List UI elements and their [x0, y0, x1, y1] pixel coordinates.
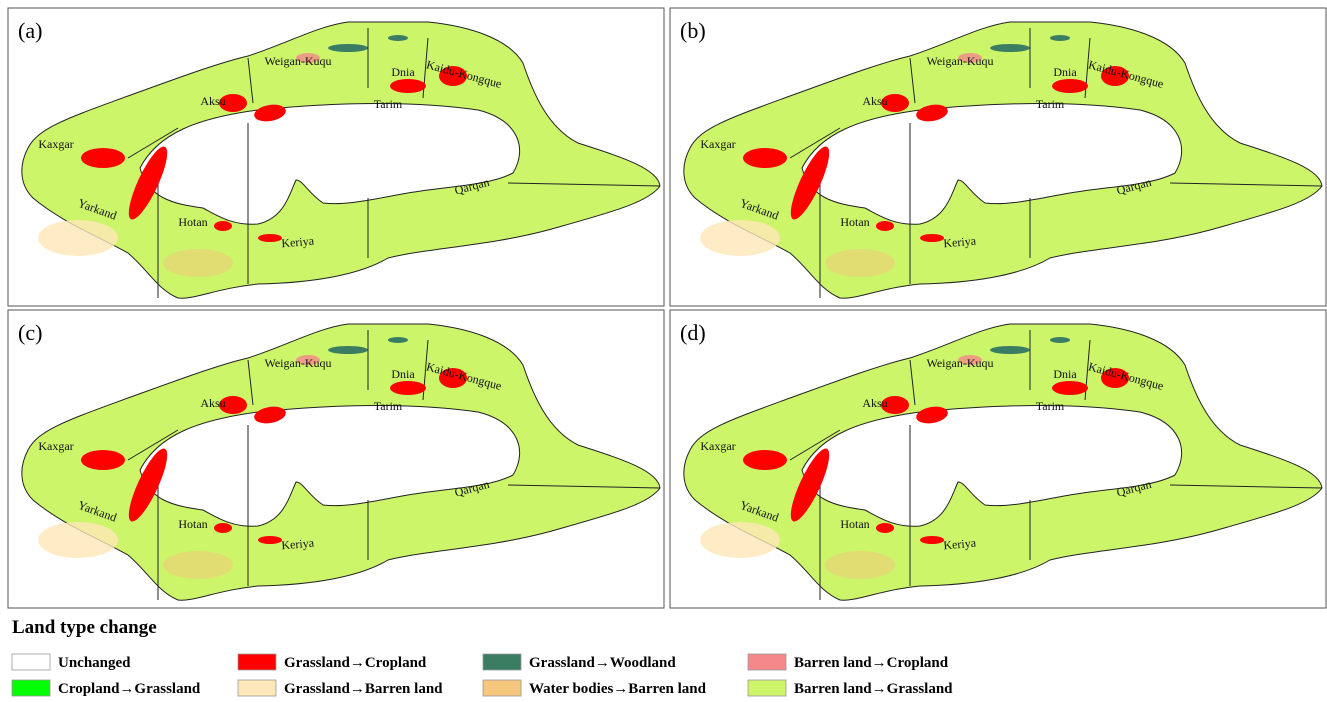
figure: Land type change (a)Weigan-KuquDniaKaidu…: [0, 0, 1327, 697]
region-label: Keriya: [943, 234, 977, 251]
region-label: Tarim: [374, 97, 403, 111]
panel-label: (c): [18, 320, 42, 345]
region-label: Dnia: [391, 367, 415, 381]
legend-swatch: [238, 654, 276, 670]
legend-label: Grassland→Cropland: [284, 655, 427, 671]
region-label: Weigan-Kuqu: [264, 356, 331, 370]
region-label: Aksu: [862, 94, 887, 108]
cropland-patch: [876, 221, 894, 231]
region-label: Aksu: [200, 396, 225, 410]
region-label: Aksu: [200, 94, 225, 108]
legend-label: Barren land→Grassland: [794, 681, 953, 697]
region-label: Keriya: [281, 234, 315, 251]
region-label: Weigan-Kuqu: [926, 356, 993, 370]
region-label: Weigan-Kuqu: [264, 54, 331, 68]
region-label: Tarim: [1036, 97, 1065, 111]
legend-label: Unchanged: [58, 655, 131, 671]
woodland-patch: [990, 44, 1030, 52]
woodland-patch: [388, 337, 408, 343]
legend-swatch: [483, 680, 521, 696]
cropland-patch: [920, 234, 944, 242]
cropland-patch: [1052, 381, 1088, 395]
woodland-patch: [1050, 35, 1070, 41]
barren-patch: [700, 522, 780, 558]
legend-label: Cropland→Grassland: [58, 681, 201, 697]
cropland-patch: [390, 79, 426, 93]
region-label: Dnia: [391, 65, 415, 79]
cropland-patch: [1052, 79, 1088, 93]
region-label: Aksu: [862, 396, 887, 410]
cropland-patch: [81, 450, 125, 470]
barren-patch: [825, 249, 895, 277]
legend-title: Land type change: [12, 617, 157, 638]
legend-swatch: [238, 680, 276, 696]
legend-swatch: [12, 680, 50, 696]
legend-swatch: [748, 680, 786, 696]
cropland-patch: [743, 450, 787, 470]
region-label: Tarim: [374, 399, 403, 413]
barren-patch: [38, 220, 118, 256]
region-label: Dnia: [1053, 367, 1077, 381]
cropland-patch: [390, 381, 426, 395]
panel-label: (a): [18, 18, 42, 43]
legend-swatch: [748, 654, 786, 670]
woodland-patch: [328, 44, 368, 52]
region-label: Hotan: [178, 517, 207, 531]
region-label: Dnia: [1053, 65, 1077, 79]
cropland-patch: [258, 234, 282, 242]
barren-patch: [163, 249, 233, 277]
region-label: Tarim: [1036, 399, 1065, 413]
region-label: Hotan: [840, 215, 869, 229]
cropland-patch: [920, 536, 944, 544]
legend-swatch: [483, 654, 521, 670]
legend-label: Water bodies→Barren land: [529, 681, 707, 697]
legend-swatch: [12, 654, 50, 670]
barren-patch: [38, 522, 118, 558]
cropland-patch: [743, 148, 787, 168]
region-label: Kaxgar: [38, 137, 73, 151]
region-label: Weigan-Kuqu: [926, 54, 993, 68]
panel-label: (b): [680, 18, 706, 43]
cropland-patch: [258, 536, 282, 544]
cropland-patch: [214, 523, 232, 533]
cropland-patch: [214, 221, 232, 231]
cropland-patch: [81, 148, 125, 168]
woodland-patch: [990, 346, 1030, 354]
woodland-patch: [328, 346, 368, 354]
legend-label: Grassland→Woodland: [529, 655, 676, 671]
region-label: Keriya: [943, 536, 977, 553]
cropland-patch: [876, 523, 894, 533]
barren-patch: [825, 551, 895, 579]
legend-label: Barren land→Cropland: [794, 655, 949, 671]
legend-label: Grassland→Barren land: [284, 681, 443, 697]
region-label: Hotan: [840, 517, 869, 531]
region-label: Kaxgar: [38, 439, 73, 453]
region-label: Kaxgar: [700, 137, 735, 151]
barren-patch: [700, 220, 780, 256]
region-label: Keriya: [281, 536, 315, 553]
region-label: Hotan: [178, 215, 207, 229]
woodland-patch: [1050, 337, 1070, 343]
woodland-patch: [388, 35, 408, 41]
panel-label: (d): [680, 320, 706, 345]
barren-patch: [163, 551, 233, 579]
region-label: Kaxgar: [700, 439, 735, 453]
